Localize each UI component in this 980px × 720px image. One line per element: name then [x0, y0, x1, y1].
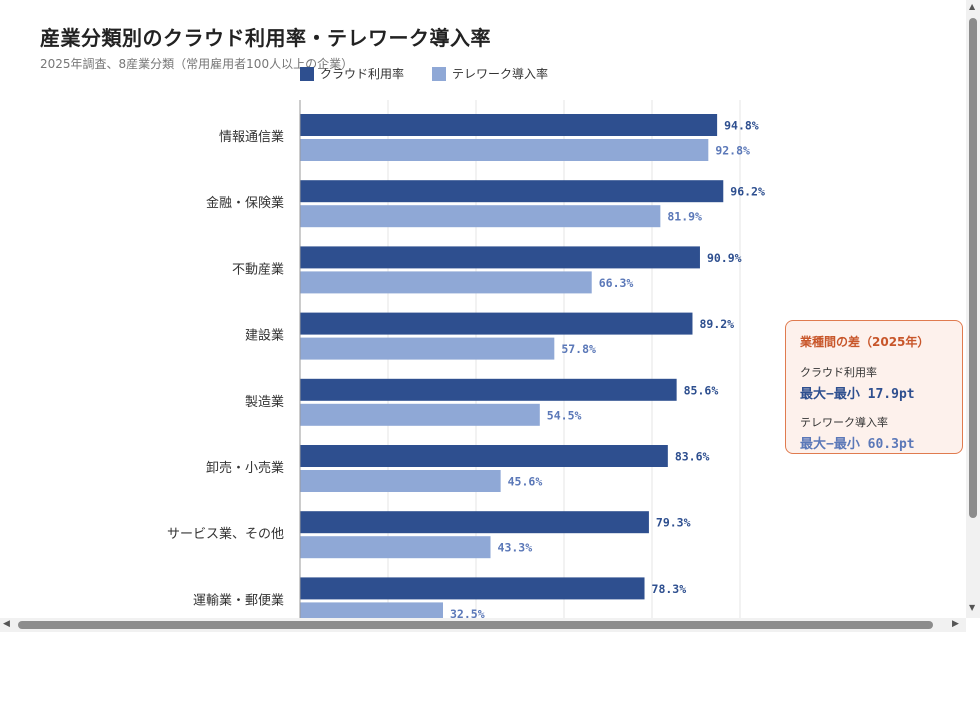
value-label-cloud: 90.9%: [707, 251, 742, 265]
value-label-cloud: 83.6%: [675, 450, 710, 464]
bar-telework: [300, 337, 555, 360]
category-label: 製造業: [245, 394, 284, 410]
bar-telework: [300, 205, 661, 228]
value-label-cloud: 89.2%: [699, 317, 734, 331]
scroll-up-icon[interactable]: ▲: [969, 2, 976, 11]
value-label-telework: 57.8%: [561, 342, 596, 356]
category-label: 建設業: [245, 328, 284, 344]
scroll-right-icon[interactable]: ▶: [952, 619, 959, 629]
horizontal-scrollbar[interactable]: ◀ ▶: [0, 618, 966, 632]
legend-label-telework: テレワーク導入率: [452, 67, 549, 81]
chart-subtitle: 2025年調査、8産業分類（常用雇用者100人以上の企業）: [40, 57, 354, 71]
bar-telework: [300, 470, 501, 492]
category-label: 情報通信業: [219, 129, 284, 145]
value-label-cloud: 78.3%: [652, 582, 687, 596]
scroll-down-icon[interactable]: ▼: [969, 603, 976, 612]
horizontal-scroll-thumb[interactable]: [18, 621, 933, 629]
callout-cloud-value: 最大−最小 17.9pt: [800, 387, 915, 402]
category-label: サービス業、その他: [167, 526, 284, 542]
bar-cloud: [300, 180, 724, 203]
chart-legend: クラウド利用率 テレワーク導入率: [300, 65, 548, 82]
vertical-scroll-thumb[interactable]: [969, 18, 977, 518]
category-label: 運輸業・郵便業: [193, 592, 284, 608]
scroll-left-icon[interactable]: ◀: [3, 619, 10, 629]
callout-telework-label: テレワーク導入率: [800, 416, 888, 429]
chart-plot: 情報通信業 94.8% 92.8% 金融・保険業 96.2% 81.9% 不動産業 90.9%…: [167, 100, 765, 618]
value-label-telework: 66.3%: [599, 276, 634, 290]
chart-title: 産業分類別のクラウド利用率・テレワーク導入率: [40, 26, 491, 50]
bar-cloud: [300, 511, 649, 534]
legend-swatch-cloud: [300, 66, 314, 81]
value-label-cloud: 79.3%: [656, 516, 691, 530]
category-label: 卸売・小売業: [206, 460, 284, 476]
chart-viewport: 情報通信業 94.8% 92.8% 金融・保険業 96.2% 81.9% 不動産業 90.9%…: [40, 26, 963, 618]
bar-cloud: [300, 114, 718, 136]
callout-title: 業種間の差（2025年）: [800, 335, 930, 349]
bar-telework: [300, 139, 709, 161]
value-label-cloud: 94.8%: [724, 119, 759, 133]
bar-cloud: [300, 378, 677, 401]
bar-telework: [300, 602, 443, 618]
bar-cloud: [300, 577, 645, 600]
legend-item-cloud: クラウド利用率: [300, 65, 404, 82]
callout-telework-value: 最大−最小 60.3pt: [800, 437, 915, 452]
value-label-telework: 32.5%: [450, 607, 485, 618]
value-label-cloud: 96.2%: [730, 185, 765, 199]
value-label-telework: 92.8%: [715, 144, 750, 158]
value-label-cloud: 85.6%: [684, 383, 719, 397]
value-label-telework: 81.9%: [667, 210, 702, 224]
bar-cloud: [300, 312, 693, 335]
category-label: 金融・保険業: [206, 195, 284, 211]
bar-telework: [300, 536, 491, 559]
legend-swatch-telework: [432, 66, 447, 81]
bar-cloud: [300, 445, 668, 467]
category-label: 不動産業: [232, 261, 284, 277]
callout-cloud-label: クラウド利用率: [800, 366, 877, 379]
value-label-telework: 43.3%: [498, 541, 533, 555]
value-label-telework: 54.5%: [547, 408, 582, 422]
legend-label-cloud: クラウド利用率: [320, 67, 405, 81]
bar-cloud: [300, 246, 700, 269]
gap-callout-box: 業種間の差（2025年） クラウド利用率 最大−最小 17.9pt テレワーク導…: [785, 320, 963, 454]
vertical-scrollbar[interactable]: ▲ ▼: [966, 0, 980, 618]
bar-telework: [300, 403, 540, 426]
legend-item-telework: テレワーク導入率: [432, 65, 548, 82]
bar-telework: [300, 271, 592, 294]
value-label-telework: 45.6%: [508, 475, 543, 489]
